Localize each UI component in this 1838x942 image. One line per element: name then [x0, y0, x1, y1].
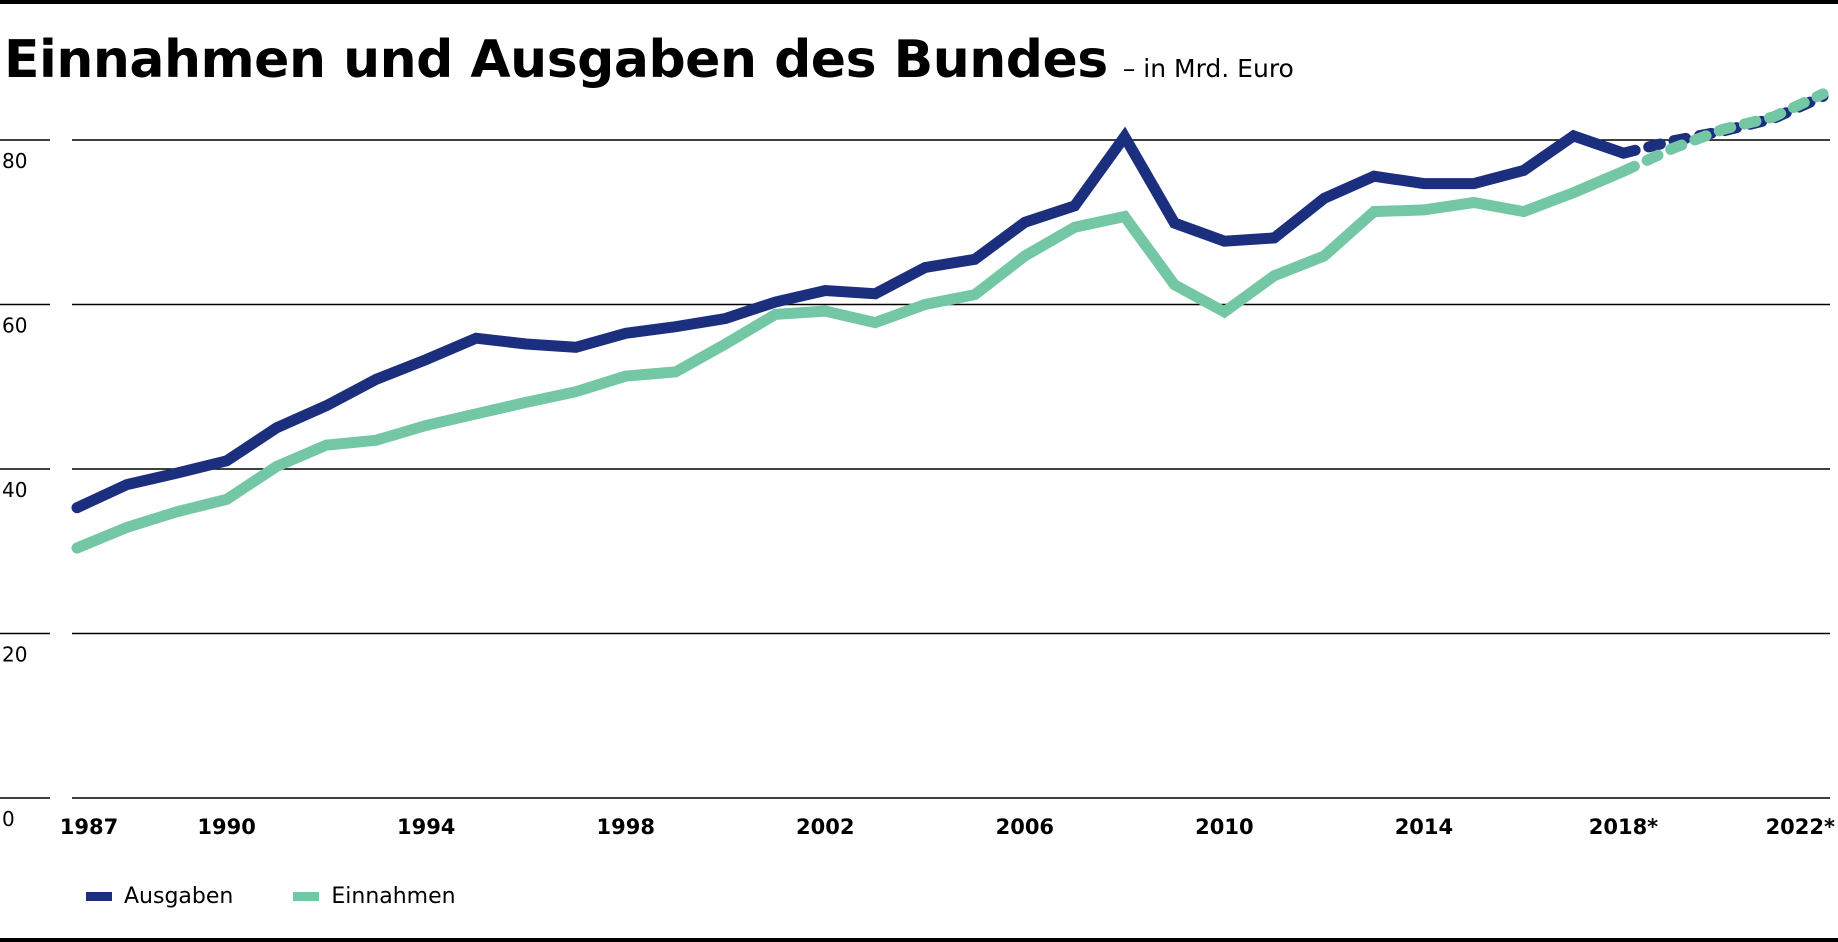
legend-item-einnahmen: Einnahmen — [293, 884, 456, 909]
title-row: Einnahmen und Ausgaben des Bundes – in M… — [4, 30, 1294, 90]
series-line-einnahmen — [71, 165, 1629, 554]
legend-swatch-einnahmen — [293, 892, 320, 901]
x-tick-label-2022: 2022* — [1766, 815, 1835, 839]
bottom-rule — [0, 938, 1838, 942]
x-tick-label-1990: 1990 — [197, 815, 255, 839]
x-tick-label-2018: 2018* — [1589, 815, 1658, 839]
legend-item-ausgaben: Ausgaben — [86, 884, 233, 909]
y-tick-label-20: 20 — [2, 643, 27, 667]
chart-subtitle: – in Mrd. Euro — [1122, 54, 1294, 83]
x-tick-label-1987: 1987 — [60, 815, 118, 839]
top-rule — [0, 0, 1838, 4]
chart-title: Einnahmen und Ausgaben des Bundes — [4, 30, 1108, 90]
x-tick-label-2014: 2014 — [1395, 815, 1453, 839]
x-tick-label-1998: 1998 — [597, 815, 655, 839]
legend-label-ausgaben: Ausgaben — [124, 884, 234, 909]
y-tick-label-40: 40 — [2, 478, 27, 502]
y-tick-label-60: 60 — [2, 314, 27, 338]
x-tick-label-2002: 2002 — [796, 815, 854, 839]
y-tick-label-0: 0 — [2, 807, 15, 831]
x-tick-label-1994: 1994 — [397, 815, 455, 839]
series-projection-einnahmen — [1618, 88, 1829, 177]
series-line-ausgaben — [71, 126, 1629, 514]
legend-swatch-ausgaben — [86, 892, 112, 901]
legend: Ausgaben Einnahmen — [86, 884, 516, 909]
x-tick-label-2010: 2010 — [1195, 815, 1253, 839]
y-tick-label-80: 80 — [2, 149, 27, 173]
legend-label-einnahmen: Einnahmen — [331, 884, 456, 909]
x-tick-label-2006: 2006 — [996, 815, 1054, 839]
